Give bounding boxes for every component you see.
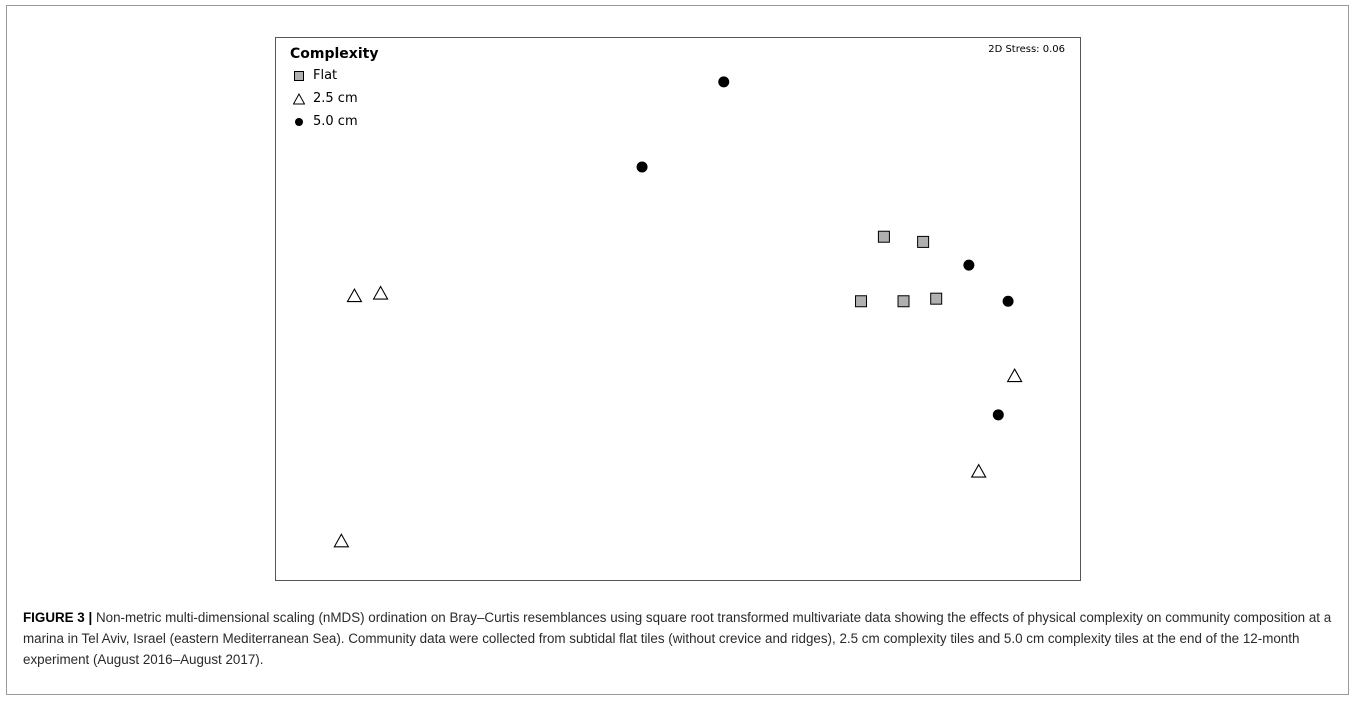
caption-label: FIGURE 3 | <box>23 610 93 625</box>
stress-annotation: 2D Stress: 0.06 <box>988 44 1065 55</box>
legend-title: Complexity <box>290 46 379 62</box>
legend-triangle-icon <box>293 92 305 104</box>
legend-square-icon <box>294 70 304 81</box>
point-triangle-1-0 <box>346 287 363 303</box>
point-triangle-1-3 <box>1006 367 1023 383</box>
legend-label-5-0cm: 5.0 cm <box>313 114 358 129</box>
point-triangle-1-1 <box>372 285 389 300</box>
point-circle-2-3 <box>1002 295 1014 307</box>
point-circle-2-1 <box>636 161 648 173</box>
point-triangle-1-4 <box>970 463 987 478</box>
point-circle-2-0 <box>718 76 730 88</box>
legend-item-flat: Flat <box>293 68 337 83</box>
point-square-0-1 <box>917 235 930 248</box>
point-circle-2-2 <box>963 259 975 271</box>
caption-text: Non-metric multi-dimensional scaling (nM… <box>23 610 1332 667</box>
legend-item-5-0cm: 5.0 cm <box>293 114 358 129</box>
figure-frame <box>6 5 1349 695</box>
legend-item-2-5cm: 2.5 cm <box>293 91 358 106</box>
plot-area <box>275 37 1081 581</box>
point-square-0-2 <box>855 295 868 308</box>
legend-label-2-5cm: 2.5 cm <box>313 91 358 106</box>
point-circle-2-4 <box>992 409 1004 421</box>
legend-label-flat: Flat <box>313 68 338 83</box>
point-square-0-4 <box>930 292 943 305</box>
point-square-0-3 <box>897 295 910 308</box>
scatter-plot <box>333 76 1023 548</box>
point-square-0-0 <box>877 230 890 243</box>
point-triangle-1-2 <box>333 533 350 548</box>
figure-caption: FIGURE 3 | Non-metric multi-dimensional … <box>23 607 1333 670</box>
legend-circle-icon <box>295 117 303 126</box>
